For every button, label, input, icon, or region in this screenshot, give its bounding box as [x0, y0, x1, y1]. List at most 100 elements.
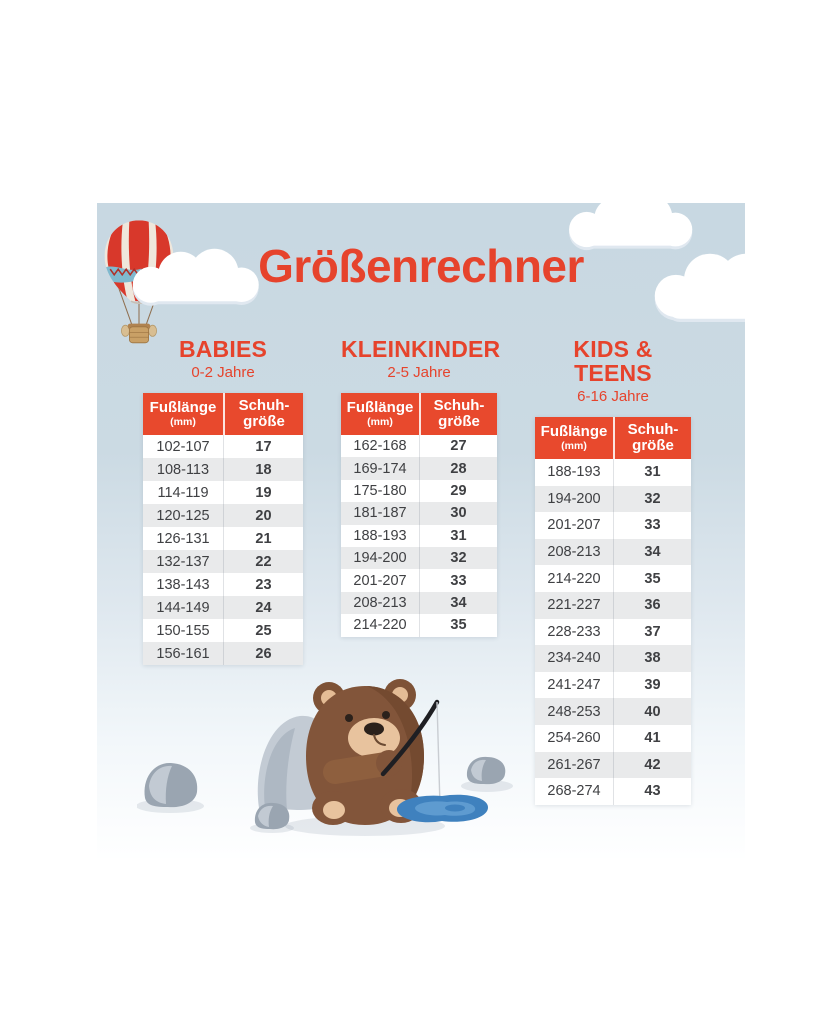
foot-length-cell: 181-187 — [353, 505, 407, 522]
shoe-size-cell: 30 — [419, 502, 497, 525]
foot-length-cell: 268-274 — [547, 783, 601, 800]
column-header-shoe-size: Schuh- größe — [223, 393, 303, 435]
foot-length-cell: 214-220 — [353, 617, 407, 634]
size-group-babies: BABIES 0-2 Jahre Fußlänge (mm) Schuh- gr… — [143, 337, 303, 665]
table-body: 188-193 31 194-200 32 201-207 33 208-213 34 214-… — [535, 459, 691, 805]
table-body: 162-168 27 169-174 28 175-180 29 181-187 30 188-… — [341, 435, 497, 637]
table-row: 108-113 18 — [143, 458, 303, 481]
foot-length-cell: 156-161 — [156, 645, 210, 662]
table-row: 208-213 34 — [341, 591, 497, 615]
column-header-foot-length: Fußlänge (mm) — [540, 422, 608, 452]
table-header: Fußlänge (mm) Schuh- größe — [535, 417, 691, 459]
table-row: 214-220 35 — [535, 565, 691, 592]
table-row: 188-193 31 — [535, 459, 691, 486]
shoe-size-cell: 21 — [223, 527, 303, 550]
foot-length-cell: 248-253 — [547, 703, 601, 720]
foot-length-cell: 201-207 — [547, 517, 601, 534]
group-title: BABIES — [178, 336, 268, 362]
table-row: 144-149 24 — [143, 596, 303, 619]
foot-length-cell: 241-247 — [547, 677, 601, 694]
foot-length-cell: 162-168 — [353, 438, 407, 455]
table-row: 261-267 42 — [535, 751, 691, 779]
table-header: Fußlänge (mm) Schuh- größe — [341, 393, 497, 435]
table-row: 175-180 29 — [341, 479, 497, 503]
column-header-shoe-size: Schuh- größe — [613, 417, 691, 459]
shoe-size-cell: 19 — [223, 481, 303, 504]
table-row: 248-253 40 — [535, 698, 691, 725]
table-row: 214-220 35 — [341, 614, 497, 637]
shoe-size-cell: 37 — [613, 618, 691, 646]
group-title: KIDS & TEENS — [573, 336, 653, 386]
table-row: 194-200 32 — [341, 546, 497, 570]
table-row: 228-233 37 — [535, 618, 691, 646]
column-header-shoe-size: Schuh- größe — [419, 393, 497, 435]
table-row: 150-155 25 — [143, 619, 303, 642]
table-row: 120-125 20 — [143, 504, 303, 527]
shoe-size-cell: 36 — [613, 591, 691, 619]
table-body: 102-107 17 108-113 18 114-119 19 120-125 20 126-… — [143, 435, 303, 665]
shoe-size-cell: 18 — [223, 458, 303, 481]
shoe-size-cell: 31 — [613, 459, 691, 486]
foot-length-cell: 188-193 — [353, 527, 407, 544]
table-row: 234-240 38 — [535, 645, 691, 672]
group-subtitle: 6-16 Jahre — [577, 388, 649, 405]
foot-length-cell: 169-174 — [353, 460, 407, 477]
size-group-kleinkinder: KLEINKINDER 2-5 Jahre Fußlänge (mm) Schu… — [341, 337, 500, 637]
rock-icon — [466, 756, 506, 785]
foot-length-cell: 194-200 — [353, 550, 407, 567]
group-subtitle: 0-2 Jahre — [191, 364, 255, 381]
foot-length-cell: 120-125 — [156, 507, 210, 524]
table-row: 138-143 23 — [143, 573, 303, 596]
shoe-size-cell: 42 — [613, 751, 691, 779]
size-table: Fußlänge (mm) Schuh- größe 102-107 17 108-… — [143, 393, 303, 665]
foot-length-cell: 254-260 — [547, 730, 601, 747]
foot-length-cell: 114-119 — [157, 484, 209, 501]
foot-length-cell: 138-143 — [156, 576, 210, 593]
table-row: 162-168 27 — [341, 435, 497, 458]
teddy-bear-icon — [306, 679, 424, 825]
shoe-size-cell: 28 — [419, 457, 497, 480]
table-row: 188-193 31 — [341, 524, 497, 547]
shoe-size-cell: 26 — [223, 642, 303, 665]
shoe-size-cell: 39 — [613, 671, 691, 699]
table-row: 102-107 17 — [143, 435, 303, 458]
foot-length-cell: 126-131 — [156, 530, 210, 547]
shoe-size-cell: 24 — [223, 596, 303, 619]
table-row: 169-174 28 — [341, 457, 497, 480]
foot-length-cell: 221-227 — [547, 597, 601, 614]
column-header-foot-length: Fußlänge (mm) — [149, 398, 217, 428]
foot-length-cell: 228-233 — [547, 623, 601, 640]
column-header-foot-length: Fußlänge (mm) — [346, 398, 414, 428]
shoe-size-cell: 38 — [613, 645, 691, 672]
shoe-size-cell: 27 — [419, 435, 497, 458]
shoe-size-cell: 20 — [223, 504, 303, 527]
rock-icon — [254, 802, 290, 830]
foot-length-cell: 175-180 — [353, 482, 407, 499]
shoe-size-cell: 31 — [419, 524, 497, 547]
size-table: Fußlänge (mm) Schuh- größe 162-168 27 169-… — [341, 393, 497, 637]
shoe-size-cell: 22 — [223, 550, 303, 573]
table-row: 268-274 43 — [535, 778, 691, 805]
shoe-size-cell: 33 — [419, 569, 497, 592]
shoe-size-cell: 35 — [613, 565, 691, 592]
foot-length-cell: 108-113 — [156, 461, 210, 478]
table-row: 156-161 26 — [143, 642, 303, 665]
foot-length-cell: 144-149 — [156, 599, 210, 616]
size-table: Fußlänge (mm) Schuh- größe 188-193 31 194-… — [535, 417, 691, 805]
water-puddle-icon — [396, 794, 489, 823]
shoe-size-cell: 33 — [613, 512, 691, 539]
table-row: 194-200 32 — [535, 485, 691, 513]
shoe-size-cell: 34 — [419, 591, 497, 615]
size-group-kids-teens: KIDS & TEENS 6-16 Jahre Fußlänge (mm) Sc… — [535, 337, 691, 805]
table-row: 208-213 34 — [535, 538, 691, 566]
table-row: 132-137 22 — [143, 550, 303, 573]
table-row: 201-207 33 — [341, 569, 497, 592]
shoe-size-cell: 23 — [223, 573, 303, 596]
shoe-size-cell: 40 — [613, 698, 691, 725]
table-header: Fußlänge (mm) Schuh- größe — [143, 393, 303, 435]
table-row: 201-207 33 — [535, 512, 691, 539]
foot-length-cell: 208-213 — [547, 544, 601, 561]
foot-length-cell: 150-155 — [156, 622, 210, 639]
shoe-size-cell: 25 — [223, 619, 303, 642]
